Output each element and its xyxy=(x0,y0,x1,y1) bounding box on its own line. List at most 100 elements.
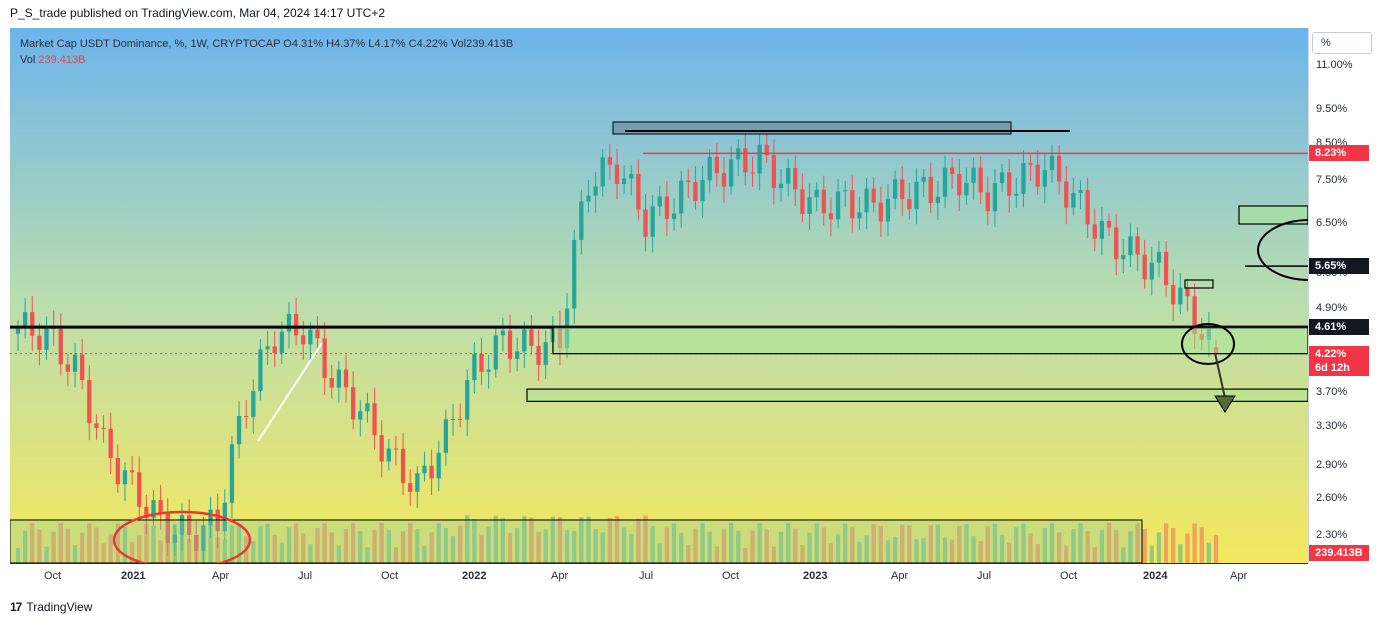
candle-body xyxy=(714,156,719,174)
volume-bar xyxy=(786,523,791,563)
volume-bar xyxy=(1156,532,1162,563)
candle-body xyxy=(515,351,520,359)
volume-bar xyxy=(386,530,391,563)
price-tick-label: 2.60% xyxy=(1316,491,1348,504)
candle-body xyxy=(572,239,577,309)
candle-body xyxy=(743,148,748,173)
volume-bar xyxy=(942,537,948,563)
candle-body xyxy=(757,144,762,174)
demand-zone-lower xyxy=(526,388,1308,402)
candle-body xyxy=(693,182,698,201)
candle-body xyxy=(1121,255,1126,260)
candle-body xyxy=(329,377,334,388)
time-label: Oct xyxy=(722,570,740,582)
candle-body xyxy=(621,178,627,184)
volume-bar xyxy=(208,524,213,563)
candle-body xyxy=(1028,163,1033,165)
candle-body xyxy=(436,452,441,479)
volume-bar xyxy=(108,534,113,563)
volume-bar xyxy=(286,527,292,563)
volume-bar xyxy=(500,518,506,563)
volume-bar xyxy=(643,515,648,563)
volume-bar xyxy=(515,528,520,563)
volume-bar xyxy=(229,525,235,563)
volume-bar xyxy=(778,531,784,563)
scale-mode-button[interactable]: % xyxy=(1312,32,1372,54)
volume-bar xyxy=(1085,531,1090,563)
candle-body xyxy=(607,157,613,165)
volume-bar xyxy=(129,541,135,563)
candle-body xyxy=(358,411,363,420)
candle-body xyxy=(1078,190,1083,193)
volume-bar xyxy=(978,541,983,563)
candle-body xyxy=(1071,192,1076,208)
volume-bar xyxy=(743,547,748,563)
price-axis[interactable] xyxy=(1308,28,1379,563)
candle-body xyxy=(614,164,620,184)
volume-bar xyxy=(536,531,541,563)
candle-body xyxy=(586,195,591,202)
candle-body xyxy=(778,183,784,189)
volume-bar xyxy=(101,543,106,563)
volume-legend-value: 239.413B xyxy=(38,54,86,66)
candle-body xyxy=(229,444,235,503)
candle-body xyxy=(315,329,320,339)
volume-bar xyxy=(907,525,912,563)
volume-bar xyxy=(272,534,277,563)
volume-bar xyxy=(1042,528,1047,563)
volume-bar xyxy=(436,523,441,563)
candle-body xyxy=(187,515,192,535)
volume-bar xyxy=(629,533,634,563)
candle-body xyxy=(536,345,541,365)
volume-bar xyxy=(44,546,49,563)
volume-bar xyxy=(1178,544,1183,563)
time-label: Apr xyxy=(212,570,230,582)
candle-body xyxy=(971,167,976,183)
volume-bar xyxy=(450,536,456,563)
volume-bar xyxy=(764,529,769,563)
volume-bar xyxy=(572,530,577,563)
volume-bar xyxy=(1213,534,1219,563)
candle-body xyxy=(814,189,819,198)
candle-body xyxy=(351,387,356,420)
candle-body xyxy=(336,369,342,388)
candle-body xyxy=(415,473,420,492)
candle-body xyxy=(507,330,513,359)
price-tag: 6d 12h xyxy=(1309,359,1369,376)
candle-body xyxy=(379,435,384,462)
candle-body xyxy=(1128,236,1133,256)
candle-body xyxy=(108,428,113,458)
time-label: Apr xyxy=(551,570,569,582)
volume-bar xyxy=(878,525,883,563)
candle-body xyxy=(764,144,769,156)
time-axis[interactable]: Oct 2021 Apr Jul Oct 2022 Apr Jul Oct 2023 Apr Jul O… xyxy=(10,563,1308,590)
candle-body xyxy=(843,190,848,192)
time-label: Apr xyxy=(891,570,909,582)
candle-body xyxy=(172,534,178,543)
volume-bar xyxy=(1035,544,1040,563)
volume-zone xyxy=(10,519,1143,563)
volume-bar xyxy=(850,526,855,563)
candle-body xyxy=(1106,220,1112,228)
volume-bar xyxy=(693,528,698,563)
time-label: Oct xyxy=(44,570,62,582)
candle-body xyxy=(179,515,185,535)
volume-bar xyxy=(557,516,563,563)
volume-bar xyxy=(971,536,976,563)
candle-body xyxy=(771,155,777,189)
candle-body xyxy=(400,448,406,484)
volume-bar xyxy=(586,516,591,563)
volume-bar xyxy=(921,538,926,563)
chart-area[interactable] xyxy=(10,28,1308,563)
candle-body xyxy=(208,509,213,526)
candle-body xyxy=(935,196,941,203)
volume-bar xyxy=(486,526,491,563)
volume-bar xyxy=(885,540,891,563)
candle-body xyxy=(301,335,306,345)
candle-body xyxy=(22,312,28,328)
volume-bar xyxy=(265,523,270,563)
volume-bar xyxy=(1021,523,1026,563)
volume-bar xyxy=(807,532,812,563)
volume-bar xyxy=(985,526,990,563)
candle-body xyxy=(707,156,712,181)
